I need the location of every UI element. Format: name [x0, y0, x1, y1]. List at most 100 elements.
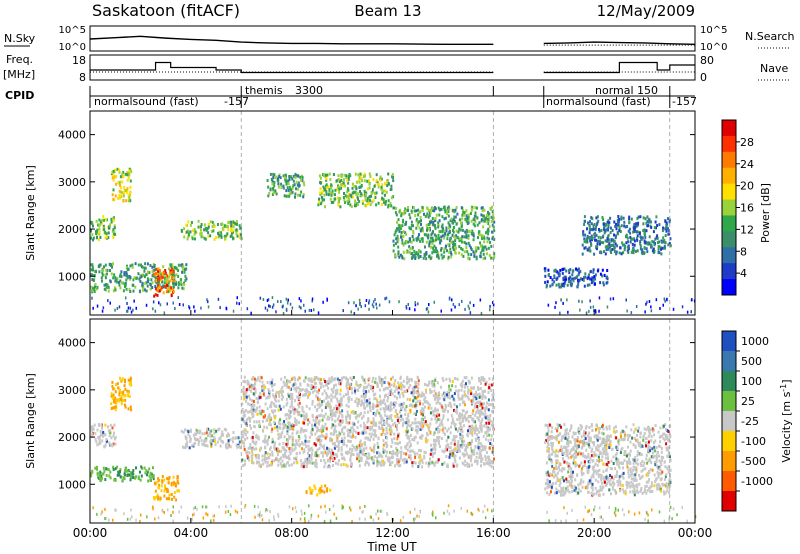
- velocity-echo-5-95: [318, 388, 321, 392]
- velocity-echo-4-62: [213, 431, 216, 435]
- velocity-echo-5-2018: [455, 449, 458, 453]
- velocity-echo-5-31: [433, 384, 436, 388]
- power-echo-7-181: [463, 235, 466, 239]
- velocity-echo-5-167: [288, 421, 291, 425]
- velocity-echo-5-1967: [483, 424, 486, 428]
- power-echo-9-253: [594, 231, 597, 235]
- power-near-echo-7: [268, 304, 270, 308]
- power-near-echo-147: [598, 296, 601, 300]
- velocity-echo-5-1710: [290, 447, 293, 451]
- velocity-echo-5-980: [435, 439, 438, 443]
- velocity-echo-3-36: [160, 484, 163, 488]
- velocity-echo-5-983: [400, 453, 403, 457]
- power-echo-9-310: [643, 232, 646, 236]
- power-echo-7-457: [448, 229, 451, 233]
- power-echo-5-96: [289, 187, 292, 191]
- power-near-echo-209: [317, 311, 320, 315]
- power-echo-2-113: [177, 263, 180, 267]
- velocity-echo-5-2138: [248, 458, 250, 462]
- power-echo-3-28: [167, 286, 170, 290]
- power-echo-6-277: [358, 180, 361, 184]
- power-echo-9-69: [602, 241, 605, 245]
- power-echo-2-301: [114, 288, 117, 292]
- velocity-echo-5-2040: [270, 400, 273, 404]
- power-echo-7-419: [488, 225, 491, 229]
- velocity-echo-5-725: [298, 397, 301, 400]
- velocity-echo-5-1345: [305, 412, 308, 416]
- velocity-echo-5-1556: [293, 410, 296, 414]
- power-echo-6-184: [325, 190, 328, 193]
- power-echo-8-118: [554, 269, 557, 273]
- power-echo-9-291: [604, 228, 607, 232]
- velocity-echo-5-2103: [246, 417, 249, 421]
- power-y-axis-label: Slant Range [km]: [24, 165, 37, 261]
- power-echo-5-51: [275, 192, 278, 196]
- velocity-echo-5-419: [310, 446, 313, 450]
- velocity-echo-3-6: [156, 493, 159, 497]
- velocity-echo-5-275: [461, 379, 464, 383]
- title-date: 12/May/2009: [597, 2, 695, 20]
- velocity-echo-5-1020: [450, 414, 453, 418]
- velocity-echo-5-1833: [304, 434, 307, 438]
- power-echo-2-80: [149, 282, 152, 286]
- power-echo-9-213: [609, 244, 612, 248]
- velocity-echo-5-1712: [451, 420, 454, 424]
- velocity-echo-5-1853: [246, 430, 249, 434]
- power-echo-7-435: [452, 218, 455, 222]
- velocity-echo-5-1137: [401, 391, 404, 395]
- power-echo-6-116: [345, 176, 348, 180]
- power-echo-8-108: [557, 272, 560, 276]
- velocity-echo-5-1738: [261, 388, 264, 392]
- velocity-echo-5-807: [287, 427, 290, 431]
- velocity-echo-5-524: [244, 421, 247, 425]
- velocity-echo-0-46: [101, 439, 104, 443]
- power-echo-2-112: [142, 286, 145, 290]
- power-echo-9-190: [636, 249, 639, 253]
- velocity-echo-4-88: [192, 433, 195, 437]
- power-echo-5-58: [288, 185, 291, 189]
- velocity-echo-4-84: [195, 433, 198, 436]
- power-near-echo-35: [581, 300, 583, 304]
- velocity-echo-5-1285: [246, 387, 249, 391]
- velocity-echo-5-776: [489, 419, 492, 423]
- velocity-echo-1-65: [111, 385, 114, 388]
- velocity-echo-5-2009: [396, 414, 399, 418]
- power-echo-7-480: [473, 218, 476, 222]
- power-echo-3-8: [160, 278, 162, 282]
- power-echo-2-42: [185, 263, 188, 267]
- velocity-echo-4-86: [185, 442, 188, 446]
- velocity-echo-5-1244: [307, 396, 309, 399]
- velocity-echo-5-1771: [421, 407, 424, 410]
- velocity-echo-5-851: [298, 411, 301, 415]
- power-near-echo-208: [246, 307, 249, 311]
- velocity-echo-5-836: [368, 453, 371, 457]
- power-echo-9-119: [596, 215, 599, 219]
- power-echo-9-220: [590, 234, 593, 238]
- power-echo-1-54: [126, 171, 129, 175]
- velocity-echo-5-2067: [248, 451, 251, 455]
- velocity-echo-5-1846: [424, 451, 427, 455]
- velocity-echo-5-926: [486, 434, 489, 438]
- velocity-echo-3-57: [165, 497, 168, 501]
- velocity-echo-5-1400: [252, 377, 255, 380]
- velocity-echo-5-627: [456, 377, 459, 381]
- velocity-echo-5-1812: [437, 400, 440, 404]
- power-near-echo-141: [450, 308, 453, 312]
- velocity-echo-5-187: [336, 436, 339, 440]
- velocity-echo-5-1228: [436, 418, 439, 422]
- power-echo-7-546: [412, 229, 415, 233]
- velocity-echo-2-89: [127, 473, 130, 477]
- power-near-echo-108: [194, 309, 196, 313]
- power-echo-9-289: [638, 232, 641, 235]
- velocity-echo-5-1677: [413, 391, 415, 395]
- power-near-echo-217: [172, 301, 174, 305]
- velocity-echo-5-96: [361, 416, 364, 420]
- power-echo-9-336: [652, 247, 655, 251]
- power-near-echo-32: [92, 306, 94, 310]
- power-echo-7-106: [440, 248, 442, 252]
- velocity-echo-5-1276: [456, 411, 459, 415]
- velocity-echo-5-720: [472, 420, 475, 424]
- power-echo-9-194: [658, 223, 661, 227]
- velocity-echo-5-1018: [249, 383, 252, 387]
- velocity-echo-0-65: [105, 438, 108, 441]
